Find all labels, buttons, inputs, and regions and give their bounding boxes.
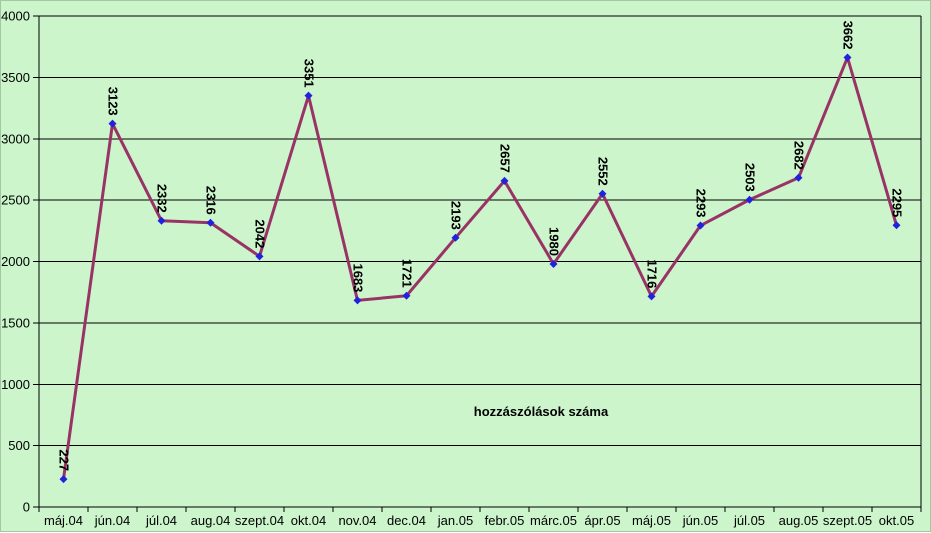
data-point-label: 1721 bbox=[400, 259, 415, 288]
x-axis-label: júl.05 bbox=[733, 513, 765, 528]
x-axis-label: máj.04 bbox=[44, 513, 83, 528]
y-axis-label: 2000 bbox=[1, 254, 30, 269]
x-axis-label: nov.04 bbox=[338, 513, 376, 528]
data-point-marker bbox=[500, 176, 509, 185]
x-axis-label: okt.04 bbox=[291, 513, 326, 528]
y-axis-label: 1500 bbox=[1, 315, 30, 330]
x-axis-label: jún.04 bbox=[94, 513, 130, 528]
data-point-label: 2316 bbox=[204, 186, 219, 215]
data-point-marker bbox=[206, 218, 215, 227]
x-axis-label: dec.04 bbox=[387, 513, 426, 528]
data-point-label: 2682 bbox=[792, 141, 807, 170]
y-axis-label: 3500 bbox=[1, 70, 30, 85]
data-point-marker bbox=[843, 53, 852, 62]
data-point-label: 2503 bbox=[743, 163, 758, 192]
data-point-marker bbox=[451, 233, 460, 242]
data-point-label: 2657 bbox=[498, 144, 513, 173]
data-point-marker bbox=[696, 221, 705, 230]
data-point-marker bbox=[255, 252, 264, 261]
x-axis-label: júl.04 bbox=[145, 513, 177, 528]
data-point-label: 2552 bbox=[596, 157, 611, 186]
data-point-marker bbox=[157, 216, 166, 225]
y-axis-label: 500 bbox=[8, 438, 30, 453]
data-point-marker bbox=[647, 292, 656, 301]
series-annotation: hozzászólások száma bbox=[473, 404, 609, 419]
data-point-label: 3662 bbox=[841, 21, 856, 50]
series-line bbox=[62, 55, 898, 481]
data-point-marker bbox=[59, 475, 68, 484]
data-point-marker bbox=[108, 119, 117, 128]
data-point-label: 1980 bbox=[547, 227, 562, 256]
x-axis-label: ápr.05 bbox=[584, 513, 620, 528]
x-axis-label: jún.05 bbox=[682, 513, 718, 528]
data-point-label: 2295 bbox=[890, 188, 905, 217]
y-axis-label: 3000 bbox=[1, 131, 30, 146]
y-axis-label: 2500 bbox=[1, 193, 30, 208]
x-axis-label: okt.05 bbox=[879, 513, 914, 528]
x-axis-label: szept.05 bbox=[823, 513, 872, 528]
y-axis-label: 0 bbox=[23, 500, 30, 515]
data-point-marker bbox=[794, 173, 803, 182]
x-axis-label: jan.05 bbox=[437, 513, 473, 528]
data-point-label: 3123 bbox=[106, 87, 121, 116]
x-axis-label: aug.05 bbox=[779, 513, 819, 528]
data-point-marker bbox=[892, 221, 901, 230]
data-point-label: 1716 bbox=[645, 259, 660, 288]
x-axis-label: febr.05 bbox=[485, 513, 525, 528]
x-axis-label: szept.04 bbox=[235, 513, 284, 528]
data-point-marker bbox=[402, 291, 411, 300]
data-point-label: 2042 bbox=[253, 219, 268, 248]
y-axis-label: 1000 bbox=[1, 377, 30, 392]
x-axis-label: aug.04 bbox=[191, 513, 231, 528]
data-point-marker bbox=[598, 189, 607, 198]
data-point-label: 2193 bbox=[449, 201, 464, 230]
data-point-label: 2293 bbox=[694, 189, 709, 218]
x-axis-label: márc.05 bbox=[530, 513, 577, 528]
data-point-label: 227 bbox=[57, 449, 72, 471]
data-point-marker bbox=[549, 259, 558, 268]
x-axis-label: máj.05 bbox=[632, 513, 671, 528]
data-point-label: 3351 bbox=[302, 59, 317, 88]
y-axis-label: 4000 bbox=[1, 9, 30, 24]
data-point-marker bbox=[745, 195, 754, 204]
data-point-marker bbox=[353, 296, 362, 305]
data-point-marker bbox=[304, 91, 313, 100]
data-point-label: 2332 bbox=[155, 184, 170, 213]
data-point-label: 1683 bbox=[351, 263, 366, 292]
